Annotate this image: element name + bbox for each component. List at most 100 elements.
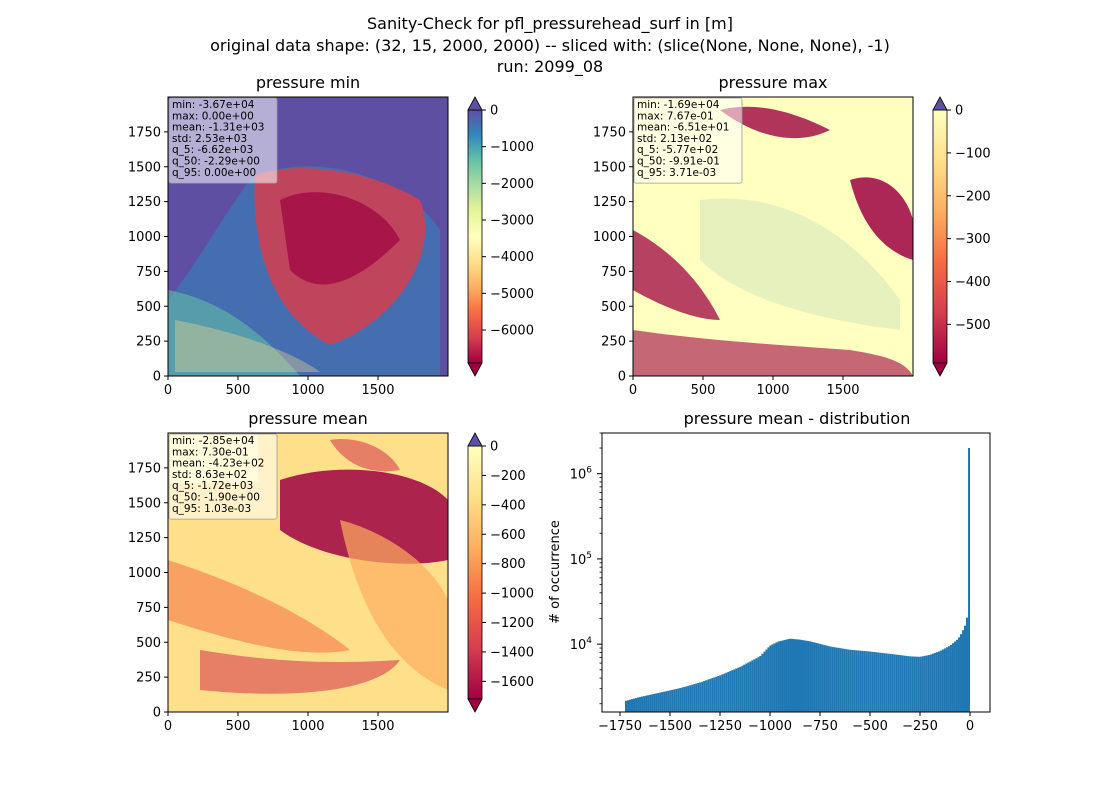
histogram-bar xyxy=(653,693,656,712)
x-tick-label: 0 xyxy=(164,383,172,398)
histogram-bar xyxy=(845,649,848,712)
histogram-bar xyxy=(913,656,916,712)
histogram-bar xyxy=(939,650,942,712)
histogram-bar xyxy=(799,639,802,712)
histogram-bar xyxy=(647,695,650,712)
stats-line: q_50: -2.29e+00 xyxy=(172,156,260,168)
histogram-bar xyxy=(819,644,822,712)
histogram-bar xyxy=(853,650,856,712)
histogram-bar xyxy=(657,693,660,712)
histogram-bar xyxy=(697,682,700,712)
histogram-bar xyxy=(887,653,890,712)
histogram-bar xyxy=(675,688,678,712)
y-tick-label: 500 xyxy=(136,300,161,315)
histogram-bar xyxy=(721,674,724,712)
colorbar-tick-label: −800 xyxy=(490,557,526,572)
histogram-bar xyxy=(663,691,666,712)
x-tick-label: −500 xyxy=(852,719,888,734)
stats-line: q_5: -6.62e+03 xyxy=(172,144,253,156)
histogram-bar xyxy=(641,696,644,712)
histogram-bar xyxy=(831,646,834,712)
histogram-bar xyxy=(791,638,794,712)
y-tick-label: 1250 xyxy=(128,195,161,210)
histogram-bar xyxy=(673,689,676,712)
histogram-bar xyxy=(761,653,764,712)
histogram-bar xyxy=(705,680,708,712)
y-tick-label: 1000 xyxy=(593,230,626,245)
histogram-bar xyxy=(703,680,706,712)
y-tick-label: 750 xyxy=(136,265,161,280)
colorbar-tick-label: −200 xyxy=(955,189,991,204)
colorbar-tick-label: −500 xyxy=(955,318,991,333)
histogram-bar xyxy=(879,652,882,712)
histogram-bar xyxy=(793,639,796,712)
histogram-bar xyxy=(747,662,750,712)
histogram-bar xyxy=(777,641,780,712)
histogram-bar xyxy=(861,650,864,712)
histogram-bar xyxy=(947,646,950,712)
histogram-bar xyxy=(893,654,896,712)
axes-pressure-min: 0 500 1000 1500 0 250 500 750 1000 1250 1500 1750 0 −… xyxy=(128,97,534,398)
histogram-bar xyxy=(743,664,746,712)
histogram-bar xyxy=(847,649,850,712)
histogram-bar xyxy=(839,648,842,712)
histogram-bar xyxy=(929,654,932,712)
histogram-bar xyxy=(965,617,968,712)
histogram-bar xyxy=(715,676,718,712)
colorbar-tick-label: −1000 xyxy=(490,140,534,155)
histogram-bar xyxy=(925,655,928,712)
histogram-bar xyxy=(691,684,694,712)
stats-box-background xyxy=(168,97,278,184)
histogram-bar xyxy=(765,649,768,712)
stats-line: mean: -1.31e+03 xyxy=(172,122,264,134)
histogram-bar xyxy=(865,651,868,712)
x-tick-label: −1000 xyxy=(748,719,792,734)
histogram-bar xyxy=(671,689,674,712)
stats-line: max: 7.67e-01 xyxy=(637,110,714,122)
x-tick-label: 1500 xyxy=(361,719,394,734)
histogram-bar xyxy=(895,654,898,712)
histogram-bar xyxy=(751,660,754,712)
histogram-bar xyxy=(885,653,888,712)
y-tick-label: 250 xyxy=(136,335,161,350)
stats-line: q_95: 3.71e-03 xyxy=(637,167,716,179)
stats-line: mean: -4.23e+02 xyxy=(172,458,264,470)
histogram-bar xyxy=(851,649,854,712)
histogram-bar xyxy=(789,638,792,712)
histogram-bar xyxy=(757,657,760,712)
stats-line: mean: -6.51e+01 xyxy=(637,122,729,134)
histogram-bar xyxy=(877,652,880,712)
histogram-bar xyxy=(755,658,758,712)
histogram-bar xyxy=(665,691,668,712)
histogram-bar xyxy=(859,650,862,712)
panel-title-pressure-mean: pressure mean xyxy=(248,409,368,428)
x-tick-label: 500 xyxy=(226,719,251,734)
histogram-bar xyxy=(813,642,816,712)
histogram-bar xyxy=(749,661,752,712)
y-tick-label: 250 xyxy=(136,671,161,686)
histogram-bar xyxy=(961,630,964,712)
histogram-bar xyxy=(667,690,670,712)
histogram-bar xyxy=(661,692,664,712)
histogram-bar xyxy=(625,700,628,712)
histogram-bar xyxy=(907,656,910,712)
stats-line: max: 7.30e-01 xyxy=(172,446,249,458)
histogram-bar xyxy=(811,641,814,712)
histogram-ylabel: # of occurrence xyxy=(548,520,563,624)
histogram-bar xyxy=(669,690,672,712)
histogram-bar xyxy=(739,666,742,712)
colorbar-tick-label: −600 xyxy=(490,528,526,543)
stats-line: q_50: -9.91e-01 xyxy=(637,156,720,168)
histogram-bar xyxy=(821,644,824,712)
histogram-bar xyxy=(931,653,934,712)
stats-line: min: -3.67e+04 xyxy=(172,99,255,111)
stats-line: q_5: -1.72e+03 xyxy=(172,480,253,492)
y-tick-label: 500 xyxy=(136,636,161,651)
histogram-bar xyxy=(959,634,962,712)
stats-line: min: -2.85e+04 xyxy=(172,435,255,447)
heatmap-pressure-max xyxy=(633,97,913,376)
y-tick-label: 1250 xyxy=(128,531,161,546)
histogram-distribution xyxy=(601,432,991,713)
histogram-bar xyxy=(949,644,952,712)
